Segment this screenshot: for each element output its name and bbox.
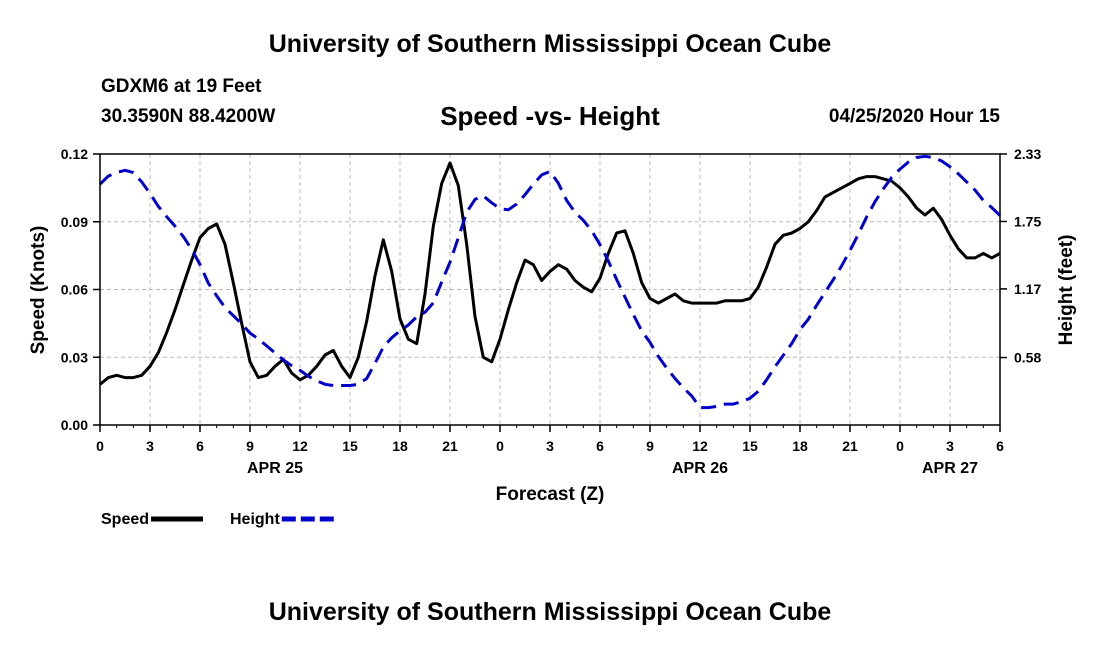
grid-layer (100, 154, 1000, 425)
footer-title: University of Southern Mississippi Ocean… (268, 598, 832, 626)
y-left-tick-label: 0.00 (61, 417, 88, 433)
x-tick-label: 0 (896, 438, 904, 454)
y-left-tick-label: 0.09 (61, 214, 88, 230)
y-axis-right-label: Height (feet) (1056, 235, 1077, 346)
y-axis-left-label: Speed (Knots) (28, 226, 49, 355)
station-label: GDXM6 at 19 Feet (101, 76, 262, 97)
speed-series-line (99, 161, 1001, 386)
chart-title: University of Southern Mississippi Ocean… (268, 30, 832, 58)
series-layer (98, 154, 1002, 410)
legend-label-height: Height (230, 511, 280, 528)
y-right-tick-label: 0.58 (1014, 350, 1041, 366)
x-tick-label: 0 (496, 438, 504, 454)
x-tick-label: 6 (996, 438, 1004, 454)
x-tick-label: 12 (292, 438, 308, 454)
y-right-tick-label: 2.33 (1014, 146, 1041, 162)
x-tick-label: 3 (546, 438, 554, 454)
axis-layer: 0 3 6 9 12 15 18 21 0 3 6 9 12 15 18 21 0 3 6 0.00 0.03 0.06 0… (61, 146, 1042, 477)
legend: Speed Height (101, 511, 334, 528)
date-stamp: 04/25/2020 Hour 15 (828, 106, 1000, 127)
x-tick-label: 6 (196, 438, 204, 454)
x-tick-label: 9 (646, 438, 654, 454)
x-tick-label: 9 (246, 438, 254, 454)
date-label: APR 27 (922, 460, 978, 477)
y-left-tick-label: 0.12 (61, 146, 88, 162)
y-left-tick-label: 0.06 (61, 282, 88, 298)
legend-label-speed: Speed (101, 511, 149, 528)
x-tick-label: 3 (946, 438, 954, 454)
y-right-tick-label: 1.17 (1014, 281, 1041, 297)
x-tick-label: 15 (342, 438, 358, 454)
chart-subtitle: Speed -vs- Height (440, 101, 660, 131)
y-left-tick-label: 0.03 (61, 349, 88, 365)
x-axis-label: Forecast (Z) (496, 484, 605, 505)
x-tick-label: 15 (742, 438, 758, 454)
x-tick-label: 21 (442, 438, 458, 454)
y-right-tick-label: 1.75 (1014, 213, 1041, 229)
x-tick-label: 12 (692, 438, 708, 454)
height-series-line (98, 154, 1002, 410)
date-label: APR 25 (247, 460, 303, 477)
x-tick-label: 18 (792, 438, 808, 454)
date-label: APR 26 (672, 460, 728, 477)
x-tick-label: 3 (146, 438, 154, 454)
x-tick-label: 21 (842, 438, 858, 454)
x-tick-label: 0 (96, 438, 104, 454)
x-tick-label: 6 (596, 438, 604, 454)
x-tick-label: 18 (392, 438, 408, 454)
coordinates-label: 30.3590N 88.4200W (101, 106, 276, 127)
